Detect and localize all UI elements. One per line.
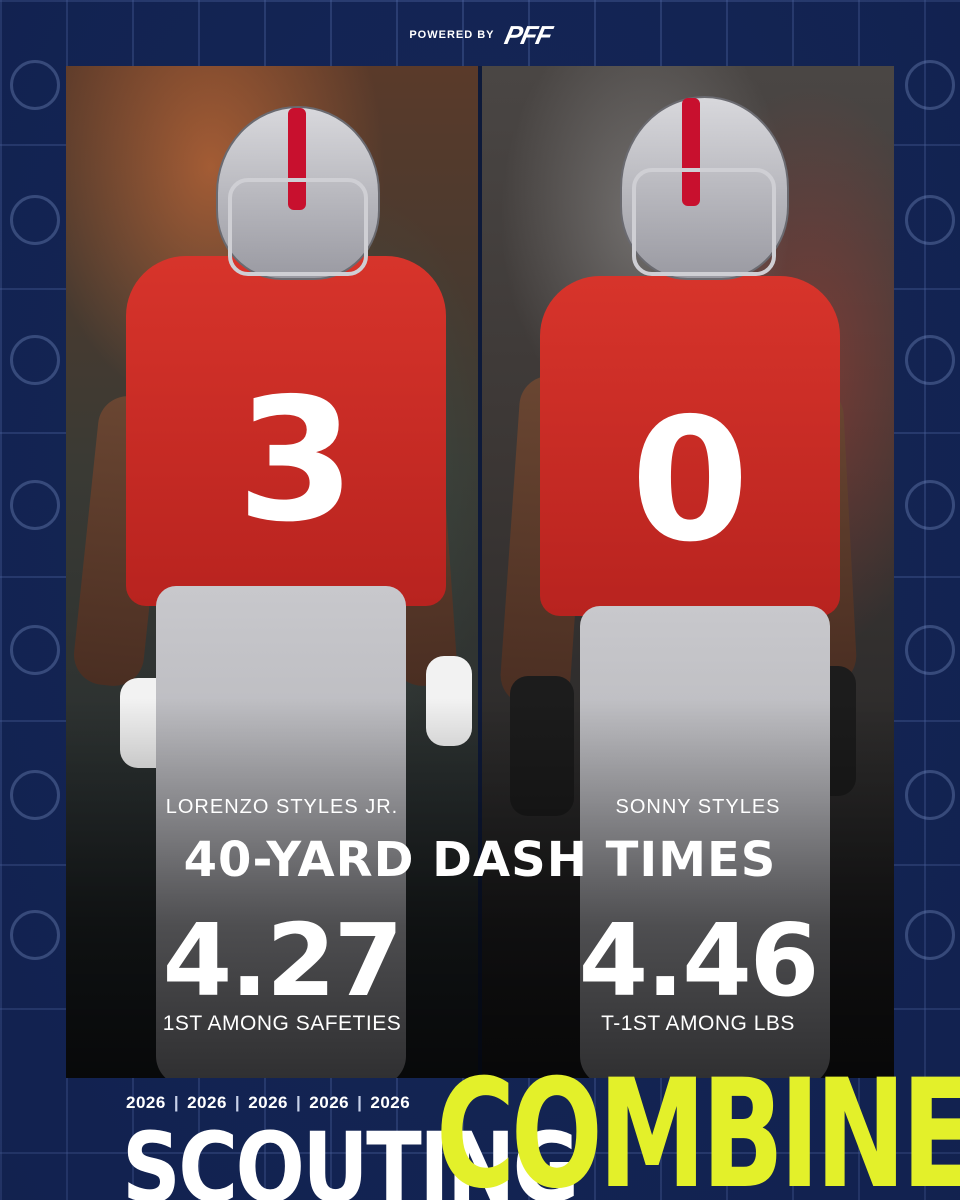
stat-title: 40-YARD DASH TIMES: [183, 832, 777, 888]
packers-logo-icon: [10, 770, 60, 820]
year-label: 2026: [370, 1093, 411, 1112]
year-separator: |: [234, 1093, 241, 1112]
jersey-number: 0: [630, 382, 750, 580]
rams-logo-icon: [905, 335, 955, 385]
year-label: 2026: [309, 1093, 350, 1112]
helmet-icon: [620, 96, 789, 280]
rank-left: 1ST AMONG SAFETIES: [162, 1012, 402, 1035]
year-label: 2026: [187, 1093, 227, 1112]
chargers-logo-icon: [905, 480, 955, 530]
pff-logo: PFF: [501, 19, 554, 50]
titans-logo-icon: [10, 910, 60, 960]
combine-wordmark: COMBINE: [436, 1060, 960, 1200]
scouting-wordmark: SCOUTING: [122, 1120, 578, 1200]
colts-logo-icon: [10, 335, 60, 385]
chiefs-logo-icon: [905, 770, 955, 820]
year-separator: |: [296, 1093, 302, 1112]
jersey: 0: [540, 276, 840, 616]
raiders-logo-icon: [905, 625, 955, 675]
saints-logo-icon: [905, 60, 955, 110]
year-label: 2026: [126, 1093, 166, 1112]
photo-panel: 3 0 LORENZO STYLES JR. SONNY STYLES 40-Y…: [66, 66, 894, 1078]
texans-logo-icon: [10, 480, 60, 530]
eagles-logo-icon: [10, 60, 60, 110]
bottom-fade: [66, 698, 894, 1078]
powered-by-label: POWERED BY: [409, 29, 495, 41]
dash-time-right: 4.46: [578, 902, 820, 1019]
rank-right: T-1ST AMONG LBS: [601, 1012, 795, 1035]
year-separator: |: [357, 1093, 363, 1112]
lions-logo-icon: [10, 625, 60, 675]
year-separator: |: [173, 1093, 180, 1112]
bengals-logo-icon: [905, 195, 955, 245]
dash-time-left: 4.27: [162, 902, 404, 1019]
jersey: 3: [126, 256, 446, 606]
year-label: 2026: [248, 1093, 289, 1112]
player-name-right: SONNY STYLES: [615, 796, 781, 818]
footer-years: 2026 | 2026 | 2026 | 2026 | 2026: [126, 1093, 410, 1113]
buccaneers-logo-icon: [10, 195, 60, 245]
panel-divider: [478, 66, 482, 1078]
player-name-left: LORENZO STYLES JR.: [165, 796, 399, 818]
helmet-icon: [216, 106, 380, 280]
jets-logo-icon: [905, 910, 955, 960]
header: POWERED BY PFF: [0, 18, 960, 52]
jersey-number: 3: [236, 362, 356, 560]
